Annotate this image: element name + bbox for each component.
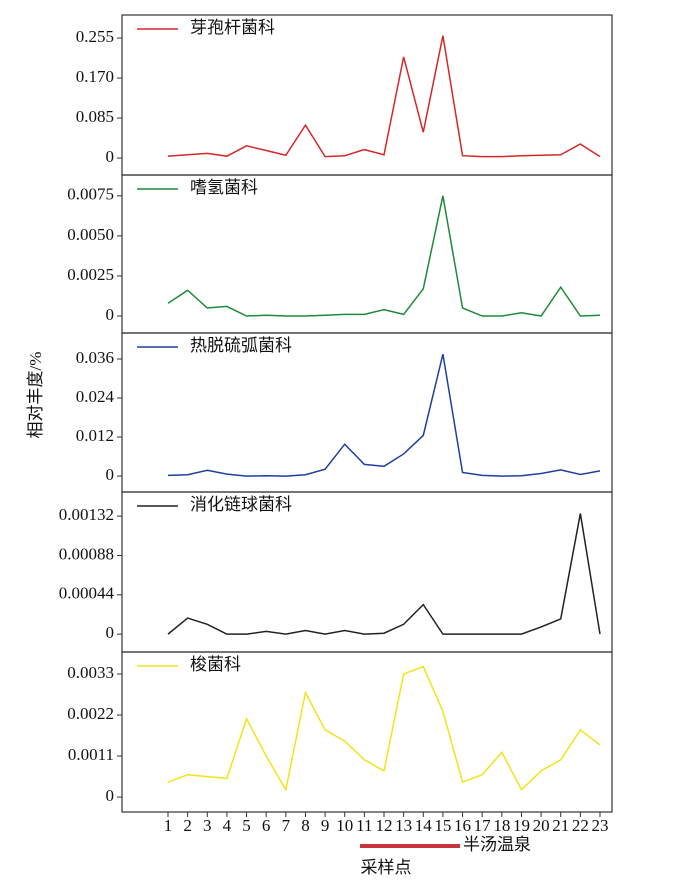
- x-tick-label: 9: [321, 816, 330, 835]
- y-tick-label: 0.0025: [67, 265, 114, 284]
- x-tick-label: 8: [301, 816, 310, 835]
- y-axis-label: 相对丰度/%: [26, 352, 45, 439]
- x-tick-label: 18: [493, 816, 510, 835]
- x-tick-label: 21: [552, 816, 569, 835]
- y-tick-label: 0: [106, 305, 115, 324]
- y-tick-label: 0.0033: [67, 663, 114, 682]
- y-tick-label: 0.024: [76, 387, 115, 406]
- x-tick-label: 14: [415, 816, 433, 835]
- x-tick-label: 17: [474, 816, 492, 835]
- x-tick-label: 3: [203, 816, 212, 835]
- y-tick-label: 0.00132: [59, 505, 114, 524]
- x-tick-label: 15: [434, 816, 451, 835]
- y-tick-label: 0.036: [76, 348, 114, 367]
- series-line: [167, 195, 601, 317]
- y-tick-label: 0.0050: [67, 225, 114, 244]
- y-tick-label: 0.085: [76, 107, 114, 126]
- x-tick-label: 10: [336, 816, 353, 835]
- panel-frame: [121, 651, 613, 813]
- series-line: [167, 35, 601, 158]
- x-tick-label: 4: [223, 816, 232, 835]
- y-tick-label: 0: [106, 623, 115, 642]
- legend-label: 梭菌科: [190, 655, 241, 674]
- y-tick-label: 0.00044: [59, 584, 115, 603]
- panel-frame: [121, 174, 613, 334]
- y-tick-label: 0: [106, 147, 115, 166]
- legend-label: 消化链球菌科: [190, 495, 292, 514]
- y-tick-label: 0.00088: [59, 544, 114, 563]
- y-tick-label: 0.0011: [68, 745, 114, 764]
- y-tick-label: 0.170: [76, 67, 114, 86]
- y-tick-label: 0.255: [76, 27, 114, 46]
- annotation: 半汤温泉: [463, 835, 531, 854]
- x-tick-label: 16: [454, 816, 471, 835]
- x-tick-label: 1: [164, 816, 173, 835]
- legend-label: 嗜氢菌科: [190, 178, 258, 197]
- x-tick-label: 20: [533, 816, 550, 835]
- y-tick-label: 0.0075: [67, 185, 114, 204]
- series-line: [167, 513, 601, 635]
- y-tick-label: 0: [106, 465, 115, 484]
- x-tick-label: 19: [513, 816, 530, 835]
- y-tick-label: 0: [106, 786, 115, 805]
- x-tick-label: 5: [242, 816, 251, 835]
- panel-frame: [121, 332, 613, 493]
- series-line: [167, 665, 601, 792]
- y-tick-label: 0.012: [76, 426, 114, 445]
- x-tick-label: 2: [183, 816, 192, 835]
- y-tick-label: 0.0022: [67, 704, 114, 723]
- x-tick-label: 23: [592, 816, 609, 835]
- x-tick-label: 12: [376, 816, 393, 835]
- series-line: [167, 353, 601, 477]
- x-axis-label: 采样点: [361, 858, 412, 877]
- legend-label: 芽孢杆菌科: [190, 18, 275, 37]
- x-tick-label: 7: [282, 816, 291, 835]
- x-tick-label: 11: [356, 816, 372, 835]
- x-tick-label: 13: [395, 816, 412, 835]
- x-tick-label: 22: [572, 816, 589, 835]
- legend-label: 热脱硫弧菌科: [190, 336, 292, 355]
- x-tick-label: 6: [262, 816, 271, 835]
